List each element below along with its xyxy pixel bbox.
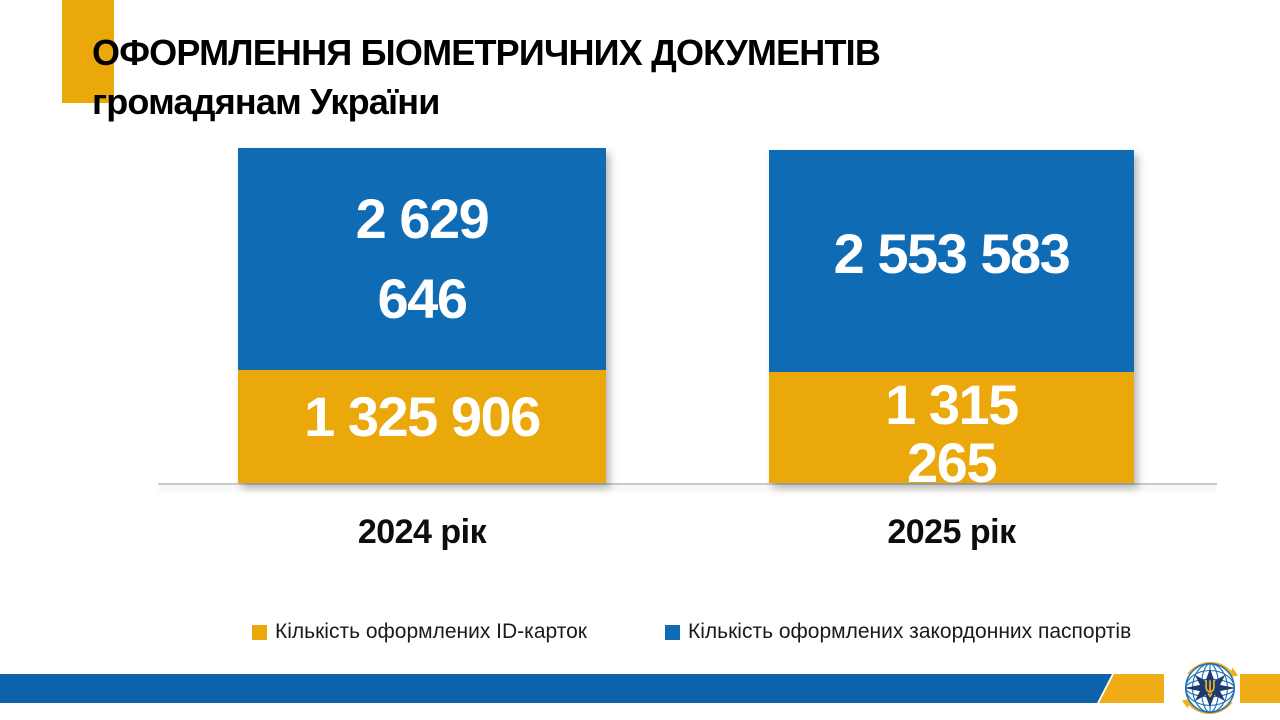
legend-label-idcards: Кількість оформлених ID-карток xyxy=(275,620,587,643)
bar-2024: 2 629 646 1 325 906 xyxy=(238,148,606,483)
x-axis-line xyxy=(158,483,1217,485)
bar-2024-passports-segment: 2 629 646 xyxy=(238,148,606,370)
legend-swatch-blue-icon xyxy=(665,624,680,640)
bar-2024-passports-value: 2 629 xyxy=(355,187,490,250)
category-label-2024: 2024 рік xyxy=(357,513,487,551)
legend-item-idcards: Кількість оформлених ID-карток xyxy=(252,620,587,644)
legend-swatch-yellow-icon xyxy=(252,624,267,640)
category-label-2025: 2025 рік xyxy=(887,513,1016,551)
bar-2025-idcards-value: 1 315 xyxy=(885,373,1019,436)
legend-item-passports: Кількість оформлених закордонних паспорт… xyxy=(665,620,1131,644)
state-migration-service-emblem-icon xyxy=(1181,661,1239,715)
bar-2025-passports-segment: 2 553 583 xyxy=(769,150,1134,372)
legend-label-passports: Кількість оформлених закордонних паспорт… xyxy=(688,620,1132,643)
bar-2024-idcards-value: 1 325 906 xyxy=(304,384,541,448)
bar-2025-passports-value: 2 553 583 xyxy=(833,222,1071,285)
page-title-line1: ОФОРМЛЕННЯ БІОМЕТРИЧНИХ ДОКУМЕНТІВ xyxy=(92,32,881,74)
page-title-line2: громадянам України xyxy=(92,81,440,123)
bar-2024-passports-value-line2: 646 xyxy=(377,267,468,330)
bar-2025: 2 553 583 1 315 265 xyxy=(769,150,1134,483)
bar-2025-idcards-segment: 1 315 265 xyxy=(769,372,1134,483)
footer-yellow-right-block xyxy=(1240,674,1280,703)
page-title: ОФОРМЛЕННЯ БІОМЕТРИЧНИХ ДОКУМЕНТІВ грома… xyxy=(92,28,881,126)
bar-2024-idcards-segment: 1 325 906 xyxy=(238,370,606,483)
footer-blue-bar xyxy=(0,674,1112,703)
bar-2025-idcards-value-line2: 265 xyxy=(907,431,997,484)
title-accent-bar xyxy=(62,0,114,103)
